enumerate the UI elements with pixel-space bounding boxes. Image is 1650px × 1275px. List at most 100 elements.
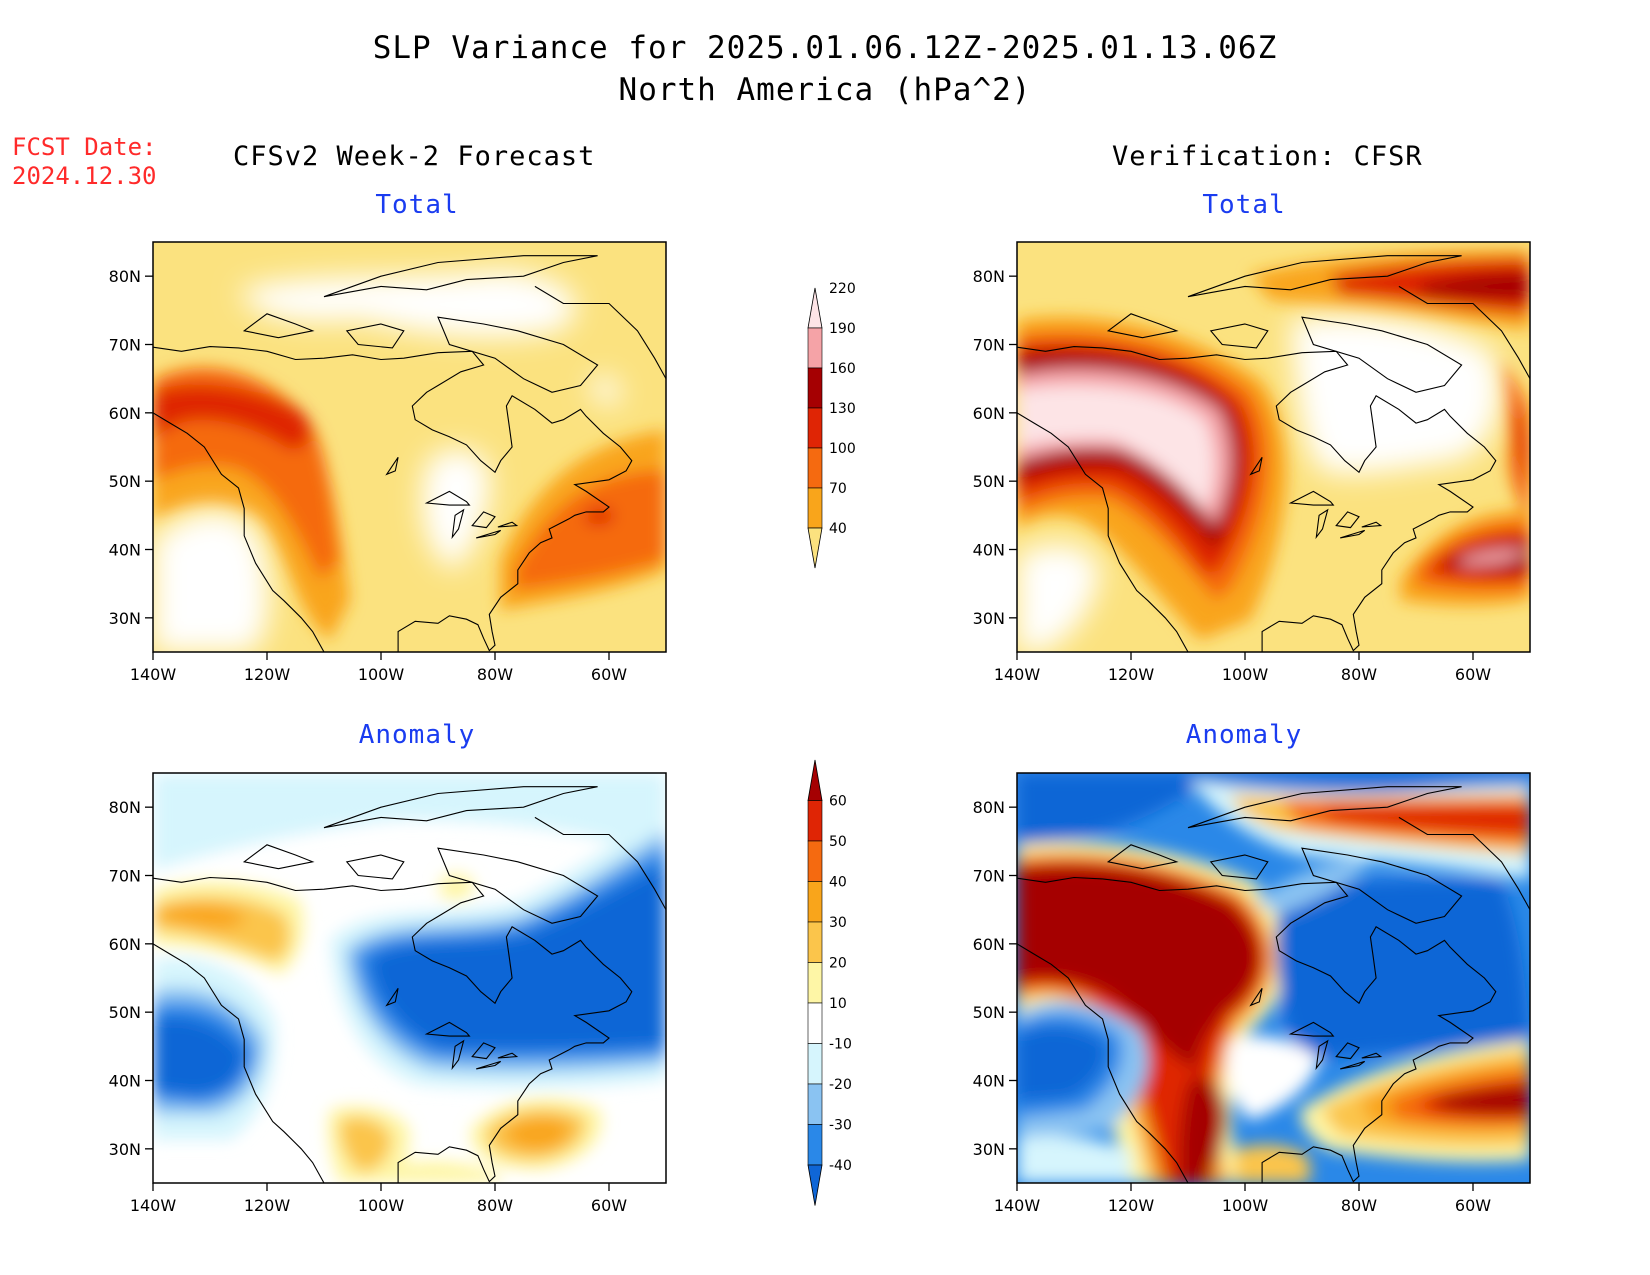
colorbar-segment xyxy=(807,407,823,449)
lat-label: 80N xyxy=(109,267,141,286)
lat-label: 60N xyxy=(109,935,141,954)
verification-column-header: Verification: CFSR xyxy=(1112,141,1423,172)
lat-label: 40N xyxy=(973,1072,1005,1091)
colorbar-label: 220 xyxy=(829,281,856,297)
lake-outline xyxy=(1315,508,1329,540)
lon-label: 120W xyxy=(1108,665,1155,684)
colorbar-segment xyxy=(807,1002,823,1044)
lon-label: 100W xyxy=(358,665,405,684)
lat-label: 30N xyxy=(109,1140,141,1159)
lake-outline xyxy=(1340,529,1366,539)
arctic-island xyxy=(1187,786,1462,829)
lake-outline xyxy=(1335,1042,1360,1060)
lon-label: 80W xyxy=(477,1196,513,1215)
colorbar-layer: 40 70 100 130 160 190 220 -40 -30 -20 -10 10 20 30 40 5… xyxy=(807,281,856,1206)
greenland-coast xyxy=(534,816,666,945)
fcst-date-value: 2024.12.30 xyxy=(12,162,157,190)
lon-label: 100W xyxy=(1222,1196,1269,1215)
lake-outline xyxy=(385,456,399,476)
lat-label: 40N xyxy=(109,541,141,560)
lon-label: 140W xyxy=(994,1196,1041,1215)
arctic-island xyxy=(1106,313,1179,339)
lat-label: 40N xyxy=(109,1072,141,1091)
lake-outline xyxy=(1288,490,1335,506)
colorbar-segment xyxy=(807,367,823,409)
colorbar-label: -30 xyxy=(829,1118,852,1134)
lon-label: 80W xyxy=(477,665,513,684)
colorbar-segment xyxy=(807,840,823,882)
arctic-island xyxy=(1209,323,1269,349)
greenland-coast xyxy=(534,285,666,414)
colorbar-label: 20 xyxy=(829,956,847,972)
lon-label: 140W xyxy=(994,665,1041,684)
lon-label: 140W xyxy=(130,1196,177,1215)
colorbar-segment xyxy=(807,447,823,489)
east-coastline xyxy=(1017,876,1497,1183)
lake-outline xyxy=(424,1021,471,1037)
lat-label: 70N xyxy=(109,336,141,355)
lat-label: 80N xyxy=(109,798,141,817)
colorbar-segment xyxy=(807,1043,823,1085)
figure-title-line2: North America (hPa^2) xyxy=(618,72,1032,108)
lake-outline xyxy=(471,511,496,529)
verification-total-map xyxy=(1016,241,1531,653)
lat-label: 50N xyxy=(973,472,1005,491)
lake-outline xyxy=(497,1052,519,1059)
greenland-coast xyxy=(1398,816,1530,945)
arctic-island xyxy=(1209,854,1269,880)
lake-outline xyxy=(476,529,502,539)
arctic-island xyxy=(437,316,599,393)
greenland-coast xyxy=(1398,285,1530,414)
colorbar-segment xyxy=(807,1083,823,1125)
colorbar-label: 130 xyxy=(829,401,856,417)
colorbar-segment xyxy=(807,921,823,963)
colorbar-label: 40 xyxy=(829,521,847,537)
lat-label: 50N xyxy=(109,472,141,491)
verification-total-title: Total xyxy=(1202,190,1286,220)
colorbar-label: 50 xyxy=(829,834,847,850)
forecast-anomaly-field xyxy=(153,773,666,1183)
lat-label: 50N xyxy=(109,1003,141,1022)
colorbar-segment xyxy=(807,800,823,842)
figure-title-line1: SLP Variance for 2025.01.06.12Z-2025.01.… xyxy=(372,30,1278,66)
lon-label: 60W xyxy=(591,1196,627,1215)
lat-label: 70N xyxy=(109,867,141,886)
lat-label: 30N xyxy=(973,1140,1005,1159)
colorbar-segment xyxy=(807,327,823,369)
colorbar-label: 190 xyxy=(829,321,856,337)
lake-outline xyxy=(471,1042,496,1060)
arctic-island xyxy=(437,847,599,924)
lake-outline xyxy=(1288,1021,1335,1037)
east-coastline xyxy=(153,876,633,1183)
lake-outline xyxy=(451,508,465,540)
colorbar-label: 160 xyxy=(829,361,856,377)
colorbar-segment xyxy=(807,881,823,923)
colorbar-label: -10 xyxy=(829,1037,852,1053)
lon-label: 80W xyxy=(1341,1196,1377,1215)
verification-anomaly-field xyxy=(1017,773,1530,1183)
lon-label: 120W xyxy=(244,665,291,684)
lake-outline xyxy=(1315,1039,1329,1071)
lake-outline xyxy=(424,490,471,506)
lake-outline xyxy=(1335,511,1360,529)
west-coastline xyxy=(1017,412,1189,652)
colorbar-label: -20 xyxy=(829,1077,852,1093)
fcst-date-label: FCST Date: xyxy=(12,133,157,161)
east-coastline xyxy=(153,346,633,652)
lake-outline xyxy=(385,987,399,1007)
coastline-forecast-total xyxy=(153,255,666,652)
arctic-island xyxy=(323,786,598,829)
colorbar-segment xyxy=(807,287,823,329)
arctic-island xyxy=(323,255,598,298)
colorbar-label: 10 xyxy=(829,996,847,1012)
verification-anomaly-title: Anomaly xyxy=(1185,720,1303,750)
lat-label: 40N xyxy=(973,541,1005,560)
lat-label: 30N xyxy=(109,609,141,628)
lon-label: 60W xyxy=(591,665,627,684)
arctic-island xyxy=(345,854,405,880)
coastline-verification-anomaly xyxy=(1017,786,1530,1183)
coastline-verification-total xyxy=(1017,255,1530,652)
coastline-forecast-anomaly xyxy=(153,786,666,1183)
verification-anomaly-map xyxy=(1016,772,1531,1184)
